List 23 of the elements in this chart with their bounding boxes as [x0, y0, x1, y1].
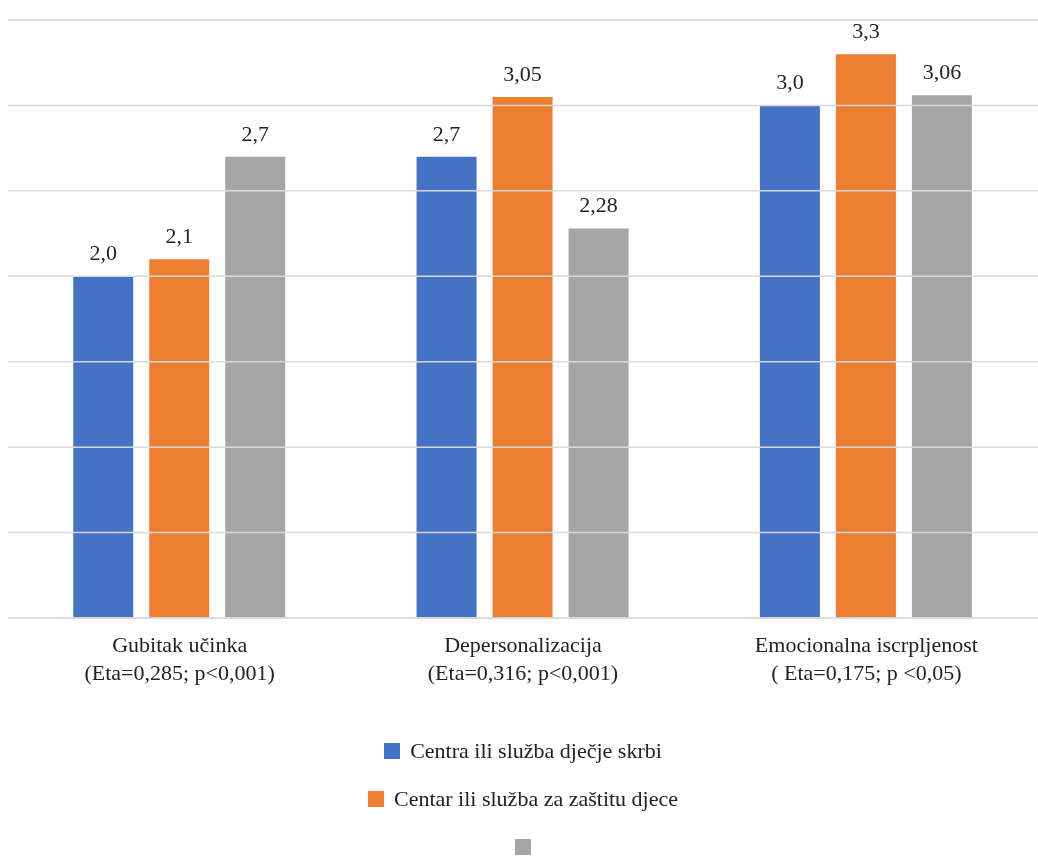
bar — [835, 54, 896, 618]
bar — [149, 259, 210, 618]
x-tick-label: Gubitak učinka (Eta=0,285; p<0,001) — [84, 632, 275, 685]
data-label: 2,1 — [165, 223, 193, 249]
data-label: 3,3 — [852, 18, 880, 44]
bar — [225, 156, 286, 618]
legend-label: Centra ili služba dječje skrbi — [410, 738, 662, 764]
bar — [416, 156, 477, 618]
data-label: 2,0 — [89, 240, 117, 266]
data-label: 3,06 — [922, 59, 962, 85]
legend-label: Centar ili služba za zaštitu djece — [393, 786, 679, 812]
data-label: 2,7 — [432, 120, 461, 146]
bar — [759, 105, 820, 618]
bar — [911, 95, 972, 618]
data-label: 2,28 — [579, 192, 618, 218]
x-tick-label: Depersonalizacija (Eta=0,316; p<0,001) — [427, 632, 619, 685]
data-label: 3,05 — [503, 60, 542, 86]
bar — [492, 96, 553, 618]
bar — [73, 276, 134, 618]
bar — [568, 228, 629, 618]
data-label: 3,0 — [776, 69, 804, 95]
x-tick-label: Emocionalna iscrpljenost ( Eta=0,175; p <0,05) — [754, 632, 978, 685]
data-label: 2,7 — [241, 120, 269, 146]
